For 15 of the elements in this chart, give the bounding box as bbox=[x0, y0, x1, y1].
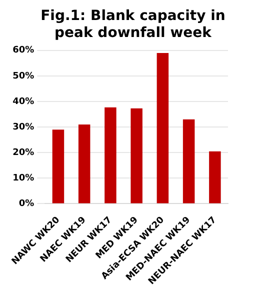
bar bbox=[52, 130, 64, 204]
y-tick-label: 20% bbox=[12, 148, 34, 158]
bar bbox=[130, 108, 142, 204]
chart-title: Fig.1: Blank capacity in peak downfall week bbox=[40, 8, 226, 42]
bar bbox=[209, 151, 221, 204]
y-tick-label: 50% bbox=[12, 71, 34, 82]
y-tick-label: 60% bbox=[12, 46, 34, 56]
bar bbox=[156, 52, 169, 204]
bar bbox=[182, 119, 195, 204]
y-tick-label: 30% bbox=[12, 122, 34, 132]
y-tick-label: 40% bbox=[12, 96, 34, 107]
y-tick-label: 0% bbox=[18, 199, 34, 210]
y-tick-label: 10% bbox=[12, 173, 34, 184]
bar bbox=[104, 107, 116, 204]
bar bbox=[78, 124, 90, 204]
